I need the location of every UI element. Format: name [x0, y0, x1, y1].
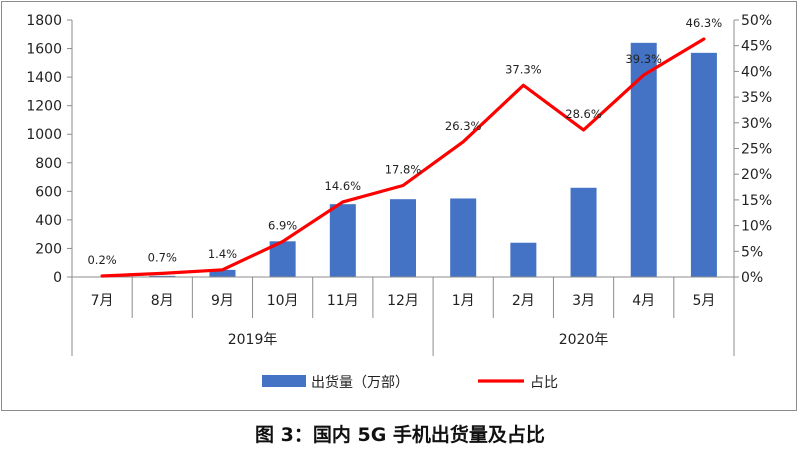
y-right-tick-label: 10% — [741, 219, 772, 235]
data-label: 39.3% — [625, 52, 662, 66]
y-right-tick-label: 35% — [741, 90, 772, 106]
bar — [510, 242, 537, 277]
data-label: 0.2% — [87, 253, 116, 267]
category-label: 8月 — [151, 293, 174, 309]
bar — [570, 187, 597, 277]
y-left-tick-label: 800 — [35, 156, 62, 172]
category-label: 7月 — [91, 293, 114, 309]
legend-label: 占比 — [530, 375, 558, 391]
y-right-tick-label: 25% — [741, 142, 772, 158]
bar — [630, 42, 657, 277]
y-right-tick-label: 15% — [741, 193, 772, 209]
legend-label: 出货量（万部） — [311, 374, 409, 391]
y-left-tick-label: 1800 — [26, 13, 62, 29]
category-label: 12月 — [387, 293, 419, 309]
y-right-tick-label: 50% — [741, 13, 772, 29]
y-left-tick-label: 600 — [35, 184, 62, 200]
data-label: 37.3% — [505, 62, 542, 76]
y-left-tick-label: 200 — [35, 241, 62, 257]
bar — [450, 198, 477, 277]
y-left-tick-label: 1400 — [26, 70, 62, 86]
data-label: 6.9% — [268, 219, 297, 233]
bar — [329, 204, 356, 277]
figure-caption: 图 3：国内 5G 手机出货量及占比 — [255, 424, 545, 446]
group-label: 2020年 — [559, 332, 609, 348]
data-label: 46.3% — [686, 16, 723, 30]
bar — [149, 275, 176, 277]
category-label: 3月 — [572, 293, 595, 309]
y-left-tick-label: 400 — [35, 213, 62, 229]
category-label: 11月 — [327, 293, 359, 309]
category-label: 5月 — [692, 293, 715, 309]
y-left-tick-label: 1000 — [26, 127, 62, 143]
y-right-tick-label: 45% — [741, 39, 772, 55]
y-right-tick-label: 5% — [741, 244, 763, 260]
data-label: 14.6% — [325, 179, 362, 193]
category-label: 1月 — [452, 293, 475, 309]
y-left-tick-label: 1600 — [26, 42, 62, 58]
bar — [209, 269, 236, 277]
data-label: 1.4% — [208, 247, 237, 261]
y-left-tick-label: 1200 — [26, 99, 62, 115]
data-label: 17.8% — [385, 163, 422, 177]
bar — [690, 52, 717, 277]
share-line — [100, 37, 706, 278]
combo-chart: 0 200 400 600 800 1000 1200 1400 1600 1800 0% 5% 10%… — [26, 13, 772, 391]
category-label: 10月 — [267, 293, 299, 309]
category-label: 4月 — [632, 293, 655, 309]
category-label: 9月 — [211, 293, 234, 309]
y-right-tick-label: 40% — [741, 64, 772, 80]
group-label: 2019年 — [228, 332, 278, 348]
data-label: 28.6% — [565, 107, 602, 121]
bar — [390, 199, 416, 277]
category-label: 2月 — [512, 293, 535, 309]
y-left-tick-label: 0 — [53, 270, 62, 286]
data-label: 0.7% — [148, 250, 177, 264]
legend-swatch-bar — [262, 375, 306, 387]
data-label: 26.3% — [445, 119, 482, 133]
y-right-tick-label: 30% — [741, 116, 772, 132]
y-right-tick-label: 20% — [741, 167, 772, 183]
y-right-tick-label: 0% — [741, 270, 763, 286]
